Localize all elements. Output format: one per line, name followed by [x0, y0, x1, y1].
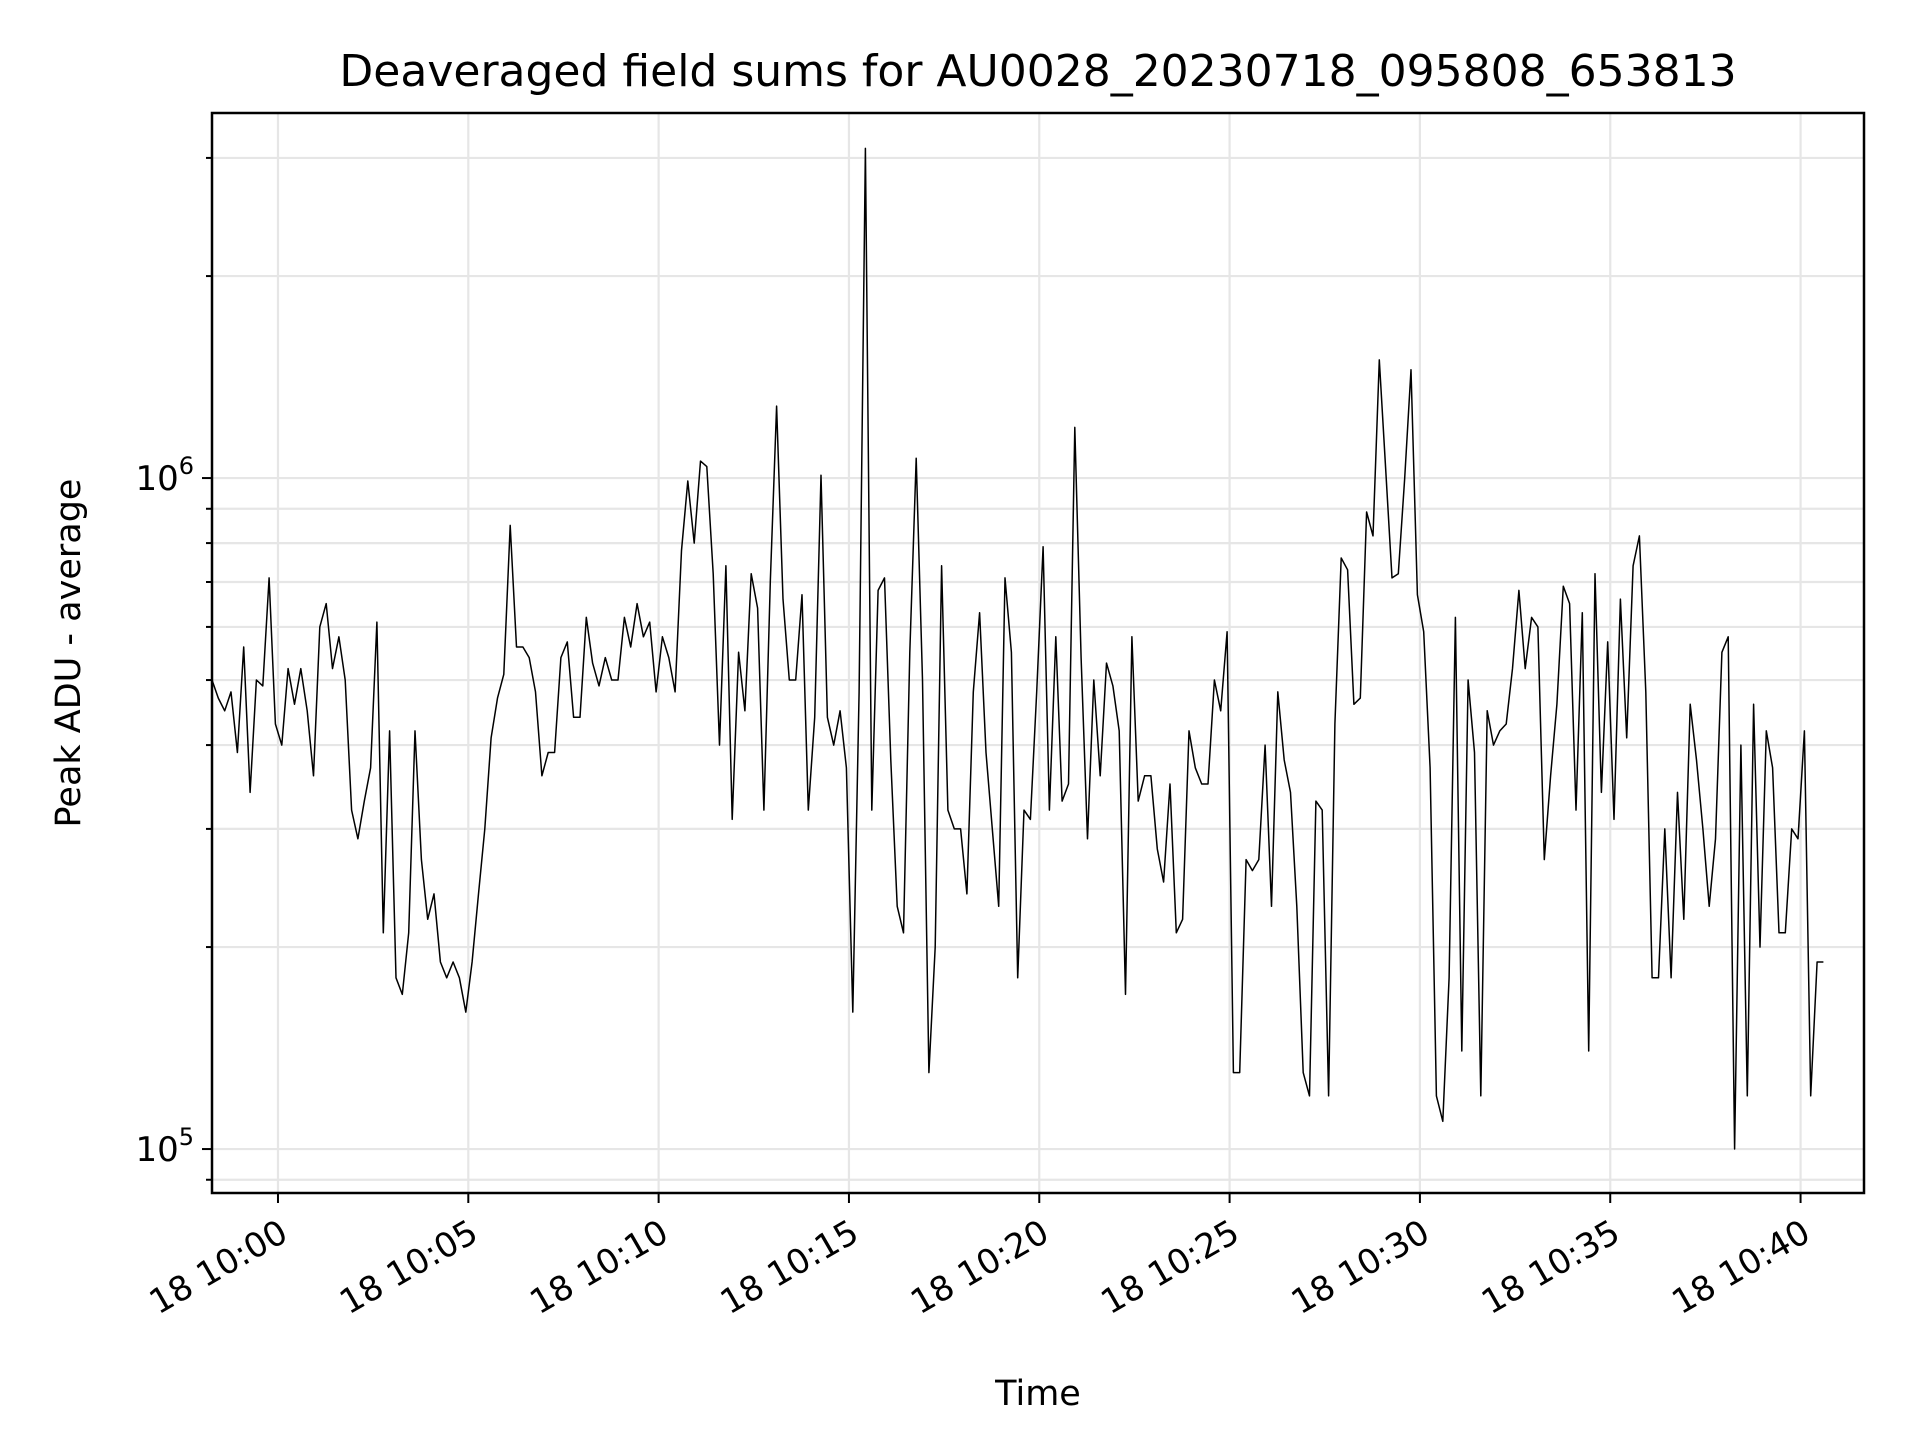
series-layer	[211, 147, 1824, 1150]
y-axis-label: Peak ADU - average	[49, 479, 89, 828]
y-tick-label: 105	[135, 1123, 194, 1170]
plot-frame	[210, 111, 1866, 1195]
x-axis-label: Time	[994, 1374, 1081, 1414]
y-tick-label: 106	[135, 452, 194, 499]
chart-title: Deaveraged field sums for AU0028_2023071…	[339, 46, 1736, 97]
series-line	[211, 147, 1824, 1150]
grid	[212, 113, 1864, 1193]
